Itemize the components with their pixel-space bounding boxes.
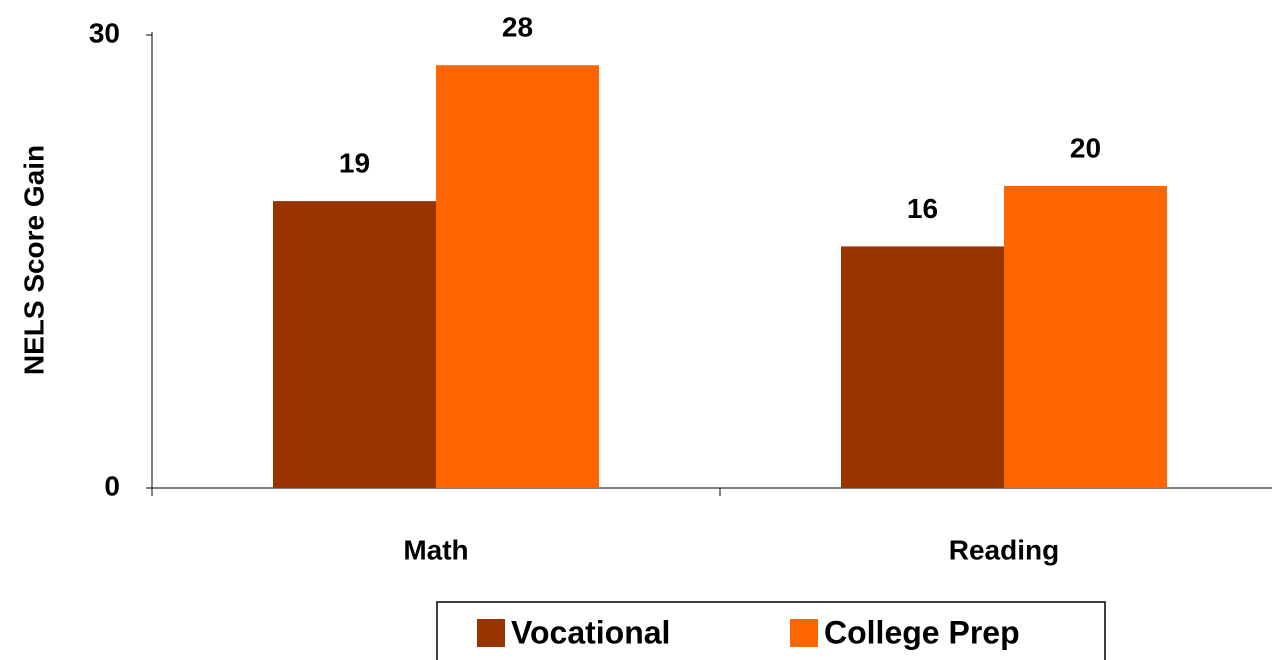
value-label: 19 <box>339 147 370 178</box>
x-tick-label: Reading <box>949 534 1059 565</box>
legend-label: College Prep <box>824 614 1020 650</box>
y-tick-label: 0 <box>104 470 120 501</box>
legend-label: Vocational <box>511 614 670 650</box>
value-label: 28 <box>502 12 533 43</box>
legend-box <box>436 601 1106 660</box>
value-label: 16 <box>907 193 938 224</box>
legend-swatch <box>790 619 818 647</box>
bar <box>841 246 1004 488</box>
y-axis-label: NELS Score Gain <box>18 145 49 375</box>
bar <box>273 201 436 488</box>
legend-swatch <box>477 619 505 647</box>
x-tick-label: Math <box>403 534 468 565</box>
bar <box>436 65 599 488</box>
bar <box>1004 186 1167 488</box>
value-label: 20 <box>1070 132 1101 163</box>
y-tick-label: 30 <box>89 17 120 48</box>
